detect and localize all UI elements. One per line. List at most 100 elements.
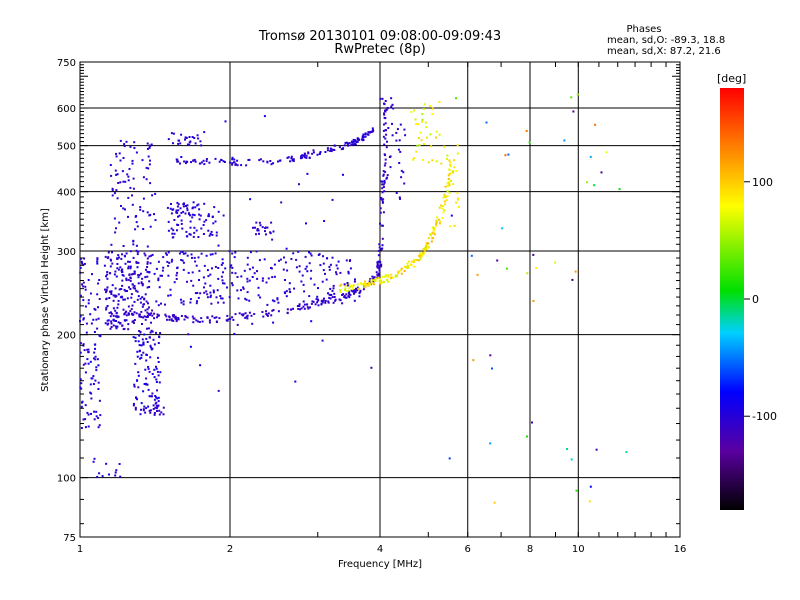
data-point [183, 203, 185, 205]
data-point [296, 305, 299, 307]
data-point [235, 163, 238, 166]
data-point [400, 176, 403, 179]
data-point [249, 251, 252, 254]
data-point [133, 311, 136, 314]
data-point [255, 233, 257, 236]
data-point [255, 250, 258, 253]
data-point [329, 297, 332, 300]
data-point [313, 283, 316, 286]
data-point [528, 141, 531, 144]
data-point [215, 320, 218, 323]
data-point [154, 192, 157, 195]
data-point [152, 338, 155, 341]
data-point [150, 321, 152, 324]
data-point [141, 159, 144, 162]
data-point [153, 312, 156, 315]
data-point [149, 344, 152, 347]
data-point [123, 145, 126, 148]
data-point [180, 315, 183, 317]
data-point [207, 213, 210, 216]
data-point [159, 274, 162, 277]
data-point [438, 133, 441, 136]
data-point [121, 271, 124, 273]
data-point [301, 274, 304, 277]
data-point [306, 172, 309, 175]
data-point [131, 162, 134, 165]
data-point [142, 228, 145, 230]
data-point [381, 281, 384, 284]
data-point [322, 299, 325, 302]
data-point [288, 290, 291, 293]
data-point [201, 320, 204, 323]
data-point [457, 206, 460, 208]
data-point [126, 290, 128, 292]
data-point [186, 280, 188, 283]
data-point [192, 201, 195, 204]
data-point [356, 137, 359, 140]
data-point [96, 327, 99, 330]
data-point [431, 107, 434, 110]
data-point [453, 159, 455, 162]
data-point [149, 331, 152, 334]
data-point [151, 309, 154, 312]
data-point [297, 307, 300, 310]
data-point [133, 300, 136, 303]
data-point [265, 313, 268, 316]
data-point [347, 290, 350, 293]
data-point [425, 244, 428, 247]
data-point [373, 276, 376, 279]
data-point [145, 300, 148, 303]
data-point [95, 410, 98, 413]
data-point [172, 142, 174, 145]
chart-title: Tromsø 20130101 09:08:00-09:09:43 [258, 29, 501, 44]
data-point [449, 161, 452, 164]
data-point [308, 262, 311, 265]
data-point [214, 265, 217, 268]
data-point [276, 297, 279, 300]
data-point [151, 330, 154, 333]
data-point [324, 272, 326, 275]
data-point [148, 336, 151, 339]
data-point [432, 231, 435, 234]
data-point [176, 229, 178, 232]
data-point [431, 113, 434, 115]
data-point [395, 131, 398, 134]
data-point [434, 224, 437, 227]
data-point [141, 277, 144, 280]
data-point [93, 410, 96, 413]
x-tick-label: 6 [465, 544, 471, 555]
data-point [340, 283, 343, 286]
data-point [131, 313, 134, 316]
data-point [153, 213, 155, 216]
data-point [125, 314, 128, 317]
data-point [418, 259, 421, 262]
data-point [371, 127, 374, 130]
data-point [231, 252, 234, 255]
data-point [79, 386, 82, 389]
data-point [199, 162, 202, 165]
data-point [224, 120, 227, 123]
data-point [127, 265, 130, 268]
data-point [348, 260, 351, 262]
data-point [156, 410, 158, 412]
data-point [245, 298, 248, 301]
data-point [146, 316, 149, 318]
data-point [109, 258, 112, 261]
data-point [317, 254, 320, 256]
data-point [361, 136, 364, 139]
data-point [251, 266, 254, 269]
x-tick-label: 1 [77, 544, 83, 555]
data-point [589, 155, 592, 158]
data-point [496, 259, 499, 262]
data-point [588, 500, 591, 503]
data-point [87, 351, 90, 354]
data-point [429, 234, 432, 237]
data-point [200, 227, 203, 230]
data-point [116, 173, 119, 176]
data-point [82, 343, 85, 346]
data-point [137, 276, 140, 279]
data-point [383, 103, 386, 106]
data-point [331, 198, 334, 201]
data-point [211, 253, 214, 256]
data-point [79, 351, 82, 354]
